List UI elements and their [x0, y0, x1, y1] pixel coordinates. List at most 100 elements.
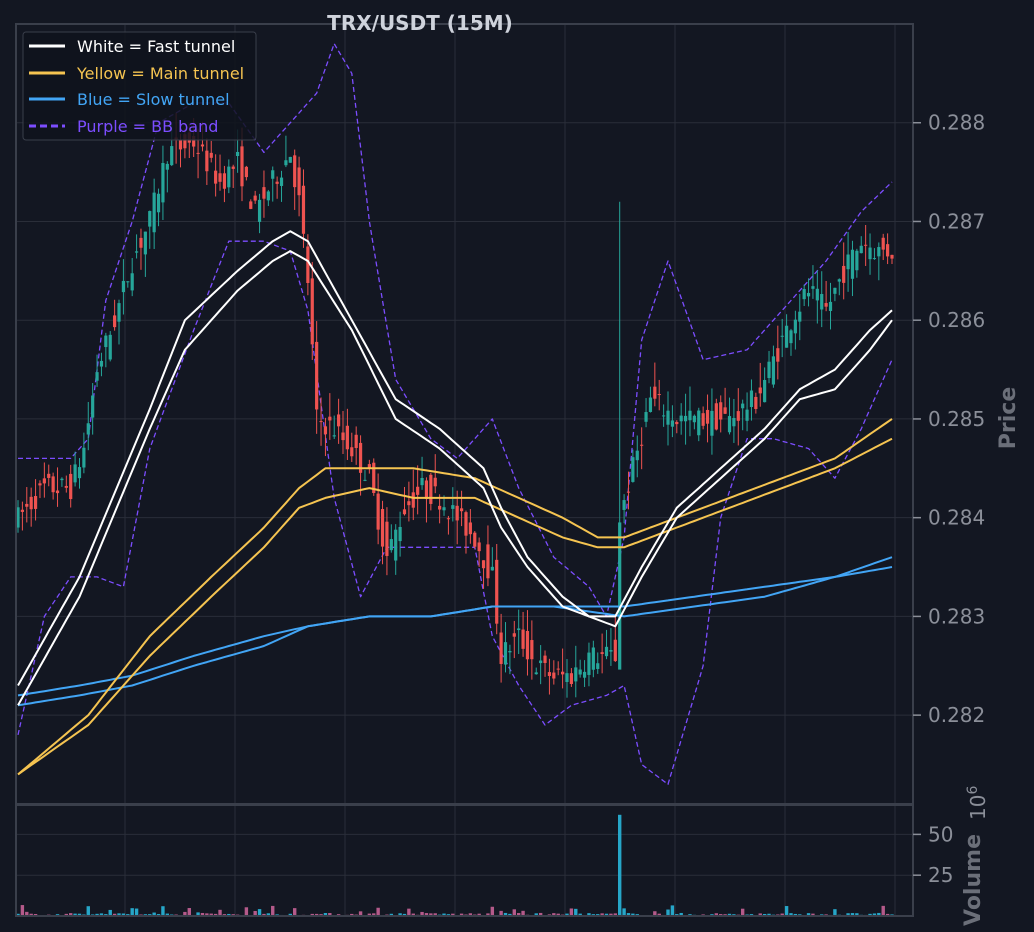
candle-body — [126, 281, 130, 283]
volume-bar — [600, 913, 604, 916]
candle-body — [253, 195, 257, 201]
candle-body — [104, 335, 108, 348]
volume-bar — [429, 913, 433, 916]
candle-body — [42, 478, 46, 484]
candle-body — [433, 477, 437, 487]
candle-body — [33, 496, 38, 509]
candle-body — [139, 237, 143, 248]
volume-bar — [556, 913, 560, 916]
volume-bar — [16, 913, 20, 916]
candle-body — [591, 647, 595, 670]
volume-bar — [578, 913, 582, 916]
candle-body — [257, 199, 262, 222]
candle-body — [148, 211, 152, 227]
candle-body — [82, 447, 86, 468]
bb-lower-line — [17, 240, 893, 785]
candle-body — [468, 522, 472, 535]
candle-body — [837, 279, 841, 282]
candle-body — [464, 512, 468, 536]
candle-body — [754, 396, 758, 410]
volume-grid — [16, 805, 913, 916]
candle-body — [881, 237, 885, 250]
volume-bar — [314, 913, 319, 916]
candle-body — [196, 152, 200, 154]
volume-bar — [292, 908, 297, 916]
volume-bar — [108, 909, 112, 916]
candle-body — [648, 397, 653, 412]
candle-body — [710, 410, 714, 436]
candle-body — [165, 163, 169, 170]
volume-bar — [112, 913, 117, 916]
candle-body — [284, 160, 288, 166]
price-tick-label: 0.282 — [928, 703, 985, 727]
candle-body — [319, 421, 323, 423]
candle-body — [51, 476, 55, 493]
candle-body — [385, 521, 389, 556]
candle-body — [675, 421, 679, 425]
volume-bar — [767, 913, 771, 916]
candle-body — [780, 335, 784, 337]
volume-bar — [833, 909, 837, 916]
volume-bar — [402, 913, 407, 916]
candle-body — [275, 181, 279, 184]
candle-body — [446, 518, 451, 520]
candle-body — [47, 473, 51, 478]
volume-exponent-power: 6 — [965, 786, 981, 795]
volume-bar — [323, 912, 328, 916]
candle-body — [600, 652, 604, 654]
candle-body — [95, 372, 99, 381]
volume-bar — [499, 910, 503, 916]
candle-body — [99, 360, 104, 367]
volume-axis-label: Volume — [961, 834, 986, 926]
candle-body — [117, 303, 121, 322]
volume-bar — [205, 913, 209, 916]
candle-body — [64, 485, 68, 488]
volume-bar — [367, 913, 372, 916]
volume-bar — [552, 913, 556, 916]
candle-body — [218, 173, 222, 182]
candle-body — [73, 464, 77, 483]
volume-bar — [789, 913, 793, 916]
candle-body — [25, 503, 29, 507]
price-tick-label: 0.286 — [928, 308, 985, 332]
volume-bar — [262, 913, 266, 916]
volume-bar — [574, 908, 578, 916]
volume-bar — [20, 905, 25, 916]
volume-bar — [740, 908, 745, 916]
candle-body — [486, 544, 490, 579]
candle-body — [249, 201, 253, 209]
volume-tick-label: 50 — [928, 822, 953, 846]
candle-body — [767, 361, 771, 378]
candle-body — [587, 652, 591, 675]
candle-body — [481, 560, 486, 569]
volume-bar — [538, 912, 543, 916]
candle-body — [763, 379, 767, 403]
candle-body — [719, 402, 723, 420]
candle-body — [596, 663, 600, 669]
volume-bar — [376, 907, 380, 916]
volume-bar — [328, 913, 332, 916]
candle-body — [824, 303, 828, 307]
candle-body — [363, 479, 367, 481]
volume-bar — [196, 912, 200, 916]
candle-body — [288, 156, 292, 163]
candle-body — [732, 417, 736, 427]
candle-body — [741, 403, 745, 409]
candle-body — [200, 144, 205, 147]
candle-body — [341, 432, 345, 441]
candle-body — [864, 244, 868, 246]
candle-body — [552, 672, 556, 679]
candle-body — [798, 311, 802, 322]
candle-body — [811, 286, 815, 289]
candle-body — [459, 508, 464, 512]
candle-body — [297, 167, 301, 196]
volume-bar — [69, 913, 73, 916]
fast-tunnel-lower — [17, 250, 893, 706]
price-tick-label: 0.287 — [928, 209, 985, 233]
candle-body — [815, 288, 819, 301]
candle-body — [846, 254, 850, 270]
candle-body — [618, 522, 622, 670]
volume-bar — [121, 913, 126, 916]
candle-body — [635, 450, 639, 461]
